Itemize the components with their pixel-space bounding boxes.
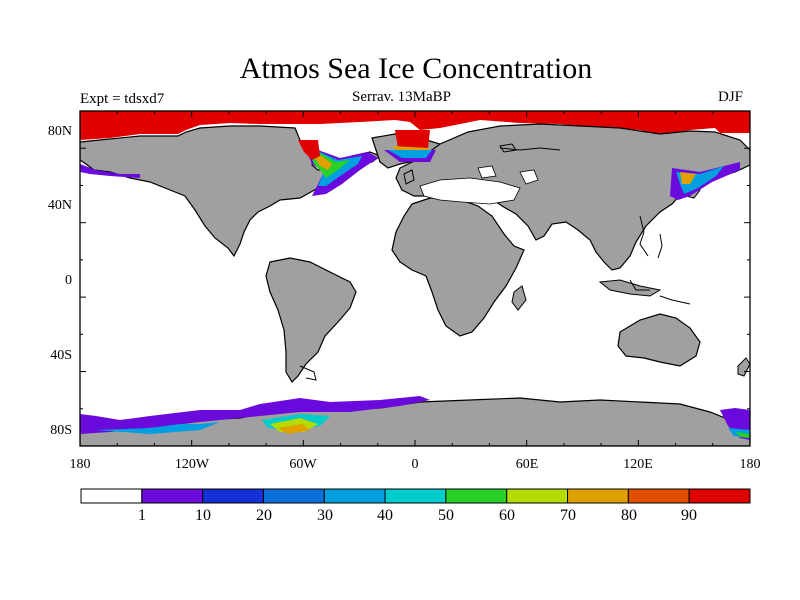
subtitle: Serrav. 13MaBP [352,89,452,105]
colorbar-swatch [688,488,751,504]
north-pacific-ice [80,162,740,200]
inland-sea [519,169,539,185]
y-tick-label-80s: 80S [50,423,72,438]
experiment-label: Expt = tdsxd7 [80,91,165,107]
paratethys-sea [419,177,521,205]
y-tick-label-40s: 40S [50,348,72,363]
colorbar-swatch [323,488,386,504]
x-tick-label-120e: 120E [623,457,653,472]
x-tick-label-60e: 60E [516,457,539,472]
southern-ocean-ice [80,396,750,440]
season-label: DJF [718,89,744,105]
colorbar-swatch [141,488,204,504]
y-tick-label-40n: 40N [48,198,72,213]
inner-lake [477,165,497,179]
madagascar [511,285,527,311]
coastline-details [299,147,691,381]
british-isles [403,169,415,185]
north-atlantic-ice [298,130,436,196]
colorbar-swatch [506,488,569,504]
x-tick-label-60w: 60W [289,457,317,472]
colorbar-label-60: 60 [499,507,515,524]
new-zealand [737,357,750,377]
colorbar-label-50: 50 [438,507,454,524]
colorbar-swatch [262,488,325,504]
colorbar-swatch [384,488,447,504]
colorbar-label-10: 10 [195,507,211,524]
colorbar-swatch [567,488,629,504]
colorbar-label-70: 70 [560,507,576,524]
land-masses [80,123,750,446]
arctic-sea-ice [80,111,750,140]
colorbar-swatch [627,488,690,504]
colorbar-label-1: 1 [138,507,146,524]
colorbar-label-80: 80 [621,507,637,524]
colorbar-label-40: 40 [377,507,393,524]
colorbar [80,488,751,504]
y-tick-label-0: 0 [65,273,72,288]
map-title: Atmos Sea Ice Concentration [239,52,593,85]
colorbar-swatch [445,488,508,504]
south-america [265,257,357,383]
tick-marks [79,110,751,447]
x-tick-label-120w: 120W [175,457,210,472]
y-tick-label-80n: 80N [48,124,72,139]
x-tick-label-180w: 180 [70,457,91,472]
colorbar-label-30: 30 [317,507,333,524]
australia [617,313,701,367]
x-tick-label-180e: 180 [740,457,761,472]
indonesia [598,279,662,297]
africa [391,197,525,337]
colorbar-swatch [80,488,143,504]
colorbar-label-90: 90 [681,507,697,524]
colorbar-swatch [202,488,264,504]
x-tick-label-0: 0 [412,457,419,472]
colorbar-label-20: 20 [256,507,272,524]
